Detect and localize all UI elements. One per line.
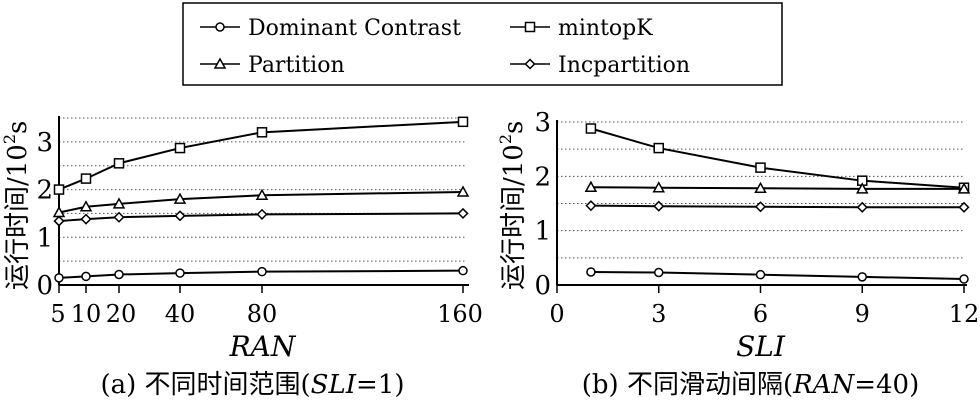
data-point-incpartition: [754, 201, 767, 213]
y-label-unit: s: [3, 121, 33, 134]
caption-part: =40): [854, 370, 919, 400]
series-line-incpartition: [590, 204, 964, 209]
legend-label: Partition: [248, 53, 345, 78]
caption-part: SLI: [311, 370, 357, 400]
data-point-partition: [255, 188, 269, 201]
y-tick-label: 0: [36, 271, 53, 301]
data-point-partition: [652, 181, 666, 193]
data-point-partition: [754, 181, 767, 194]
legend: Dominant Contrast mintopK Partition Incpart…: [182, 2, 783, 86]
caption-part: (b) 不同滑动间隔(: [582, 370, 793, 400]
data-point-dominant-contrast: [755, 269, 766, 280]
data-point-dominant-contrast: [257, 266, 267, 277]
data-point-incpartition: [256, 208, 268, 220]
legend-marker-circle: [215, 22, 225, 32]
caption-part: (a) 不同时间范围(: [100, 370, 310, 400]
data-point-mintopk: [653, 142, 664, 154]
data-point-partition: [584, 180, 598, 192]
legend-marker-triangle: [213, 57, 227, 69]
data-point-partition: [79, 200, 93, 212]
y-tick-label: 3: [36, 128, 53, 158]
legend-label: Incpartition: [558, 53, 690, 78]
x-tick-label: 5: [50, 300, 65, 328]
x-tick-label: 80: [247, 300, 278, 328]
y-label-sup: 2: [496, 134, 515, 144]
x-tick-label: 20: [106, 300, 137, 328]
data-point-partition: [456, 185, 470, 197]
x-tick-label: 3: [651, 300, 666, 328]
legend-marker-square: [524, 21, 536, 33]
series-line-mintopk: [590, 127, 965, 189]
data-point-mintopk: [755, 162, 766, 173]
y-tick-label: 2: [36, 176, 53, 206]
data-point-incpartition: [585, 200, 597, 212]
y-tick-label: 0: [534, 271, 551, 301]
data-point-incpartition: [457, 207, 469, 219]
data-point-dominant-contrast: [654, 267, 664, 278]
x-tick-label: 9: [855, 300, 870, 328]
data-point-mintopk: [457, 116, 469, 128]
data-point-incpartition: [653, 200, 665, 212]
legend-label: mintopK: [558, 16, 653, 41]
legend-label: Dominant Contrast: [248, 16, 461, 41]
data-point-incpartition: [856, 201, 868, 213]
series-line-partition: [58, 190, 464, 214]
data-point-dominant-contrast: [114, 269, 124, 280]
y-axis-label: 运行时间/102s: [496, 121, 529, 290]
data-point-mintopk: [256, 127, 268, 138]
data-point-dominant-contrast: [81, 271, 91, 282]
x-tick-label: 10: [71, 300, 102, 328]
y-tick-label: 3: [534, 108, 551, 138]
data-point-incpartition: [80, 213, 92, 225]
data-point-dominant-contrast: [857, 272, 867, 282]
caption-part: =1): [356, 370, 404, 400]
data-point-incpartition: [113, 211, 125, 223]
chart-caption: (b) 不同滑动间隔(RAN=40): [582, 370, 919, 400]
y-label-sup: 2: [0, 134, 19, 144]
series-line-partition: [590, 186, 964, 190]
legend-box: [182, 2, 783, 86]
x-axis-label: RAN: [229, 330, 297, 363]
data-point-mintopk: [53, 184, 65, 195]
y-label-main: 运行时间/10: [499, 144, 529, 290]
data-point-dominant-contrast: [54, 273, 64, 283]
x-tick-label: 12: [949, 300, 980, 328]
y-tick-label: 1: [36, 223, 53, 253]
data-point-partition: [173, 192, 187, 204]
data-point-mintopk: [80, 173, 92, 184]
data-point-incpartition: [53, 215, 65, 227]
x-tick-label: 40: [165, 300, 196, 328]
data-point-dominant-contrast: [175, 268, 185, 278]
legend-marker-diamond: [524, 58, 536, 70]
y-label-unit: s: [499, 121, 529, 134]
y-tick-label: 1: [534, 217, 551, 247]
x-tick-label: 0: [549, 300, 564, 328]
data-point-mintopk: [585, 123, 597, 134]
data-point-incpartition: [958, 201, 970, 213]
data-point-dominant-contrast: [458, 265, 468, 276]
data-point-mintopk: [174, 142, 186, 154]
y-label-main: 运行时间/10: [3, 144, 33, 290]
x-axis-label: SLI: [736, 330, 786, 363]
x-tick-label: 160: [437, 300, 483, 328]
series-line-dominant-contrast: [590, 270, 965, 281]
x-tick-label: 6: [753, 300, 768, 328]
y-tick-label: 2: [534, 162, 551, 192]
data-point-incpartition: [174, 210, 186, 222]
data-point-mintopk: [113, 158, 125, 169]
data-point-partition: [957, 182, 971, 194]
data-point-partition: [112, 197, 126, 209]
caption-part: RAN: [792, 370, 855, 400]
data-point-dominant-contrast: [586, 267, 596, 277]
data-point-dominant-contrast: [959, 274, 969, 284]
y-axis-label: 运行时间/102s: [0, 121, 33, 290]
chart-caption: (a) 不同时间范围(SLI=1): [100, 370, 404, 400]
data-point-partition: [855, 182, 869, 194]
